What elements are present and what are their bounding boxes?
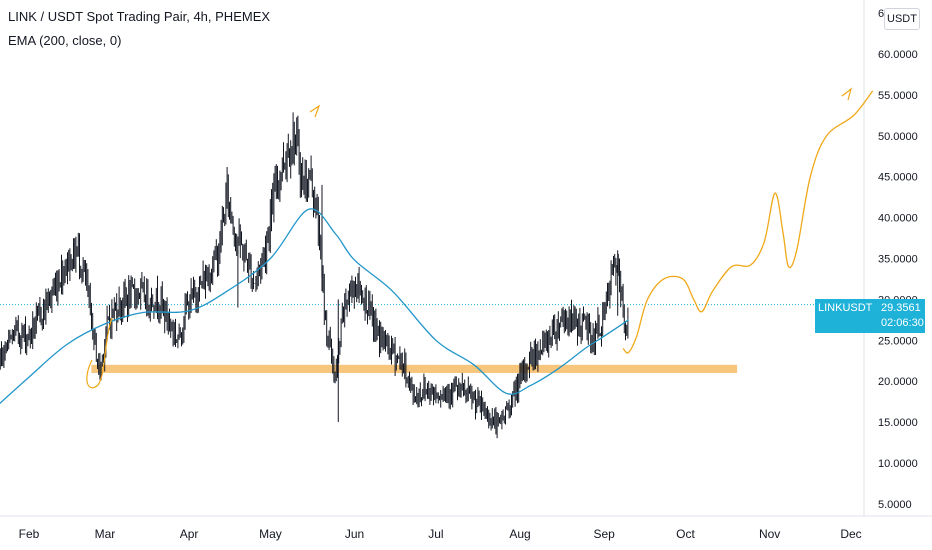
time-tick-label: May — [259, 527, 282, 541]
support-zone — [91, 364, 738, 373]
time-tick-label: Nov — [759, 527, 780, 541]
price-tick-label: 55.0000 — [878, 90, 918, 102]
time-tick-label: Sep — [593, 527, 615, 541]
time-tick-label: Mar — [95, 527, 116, 541]
price-tick-label: 45.0000 — [878, 172, 918, 184]
price-tick-label: 25.0000 — [878, 335, 918, 347]
price-tick-label: 15.0000 — [878, 417, 918, 429]
time-tick-label: Jun — [345, 527, 364, 541]
price-tick-label: 10.0000 — [878, 458, 918, 470]
ema-line — [0, 208, 629, 405]
chart-title: LINK / USDT Spot Trading Pair, 4h, PHEME… — [8, 9, 271, 24]
price-candles — [0, 112, 629, 439]
projection-arrowhead-dec — [841, 87, 853, 101]
time-tick-label: Apr — [180, 527, 199, 541]
last-price-value: 29.3561 — [881, 302, 921, 314]
bounce-stroke-march — [86, 317, 113, 389]
price-axis[interactable]: 5.000010.000015.000020.000025.000030.000… — [878, 8, 918, 511]
last-price-symbol: LINKUSDT — [818, 302, 873, 314]
price-tick-label: 40.0000 — [878, 213, 918, 225]
time-tick-label: Dec — [840, 527, 861, 541]
ema-indicator-label[interactable]: EMA (200, close, 0) — [8, 33, 122, 48]
bar-countdown: 02:06:30 — [881, 317, 924, 329]
time-tick-label: Feb — [19, 527, 40, 541]
price-tick-label: 50.0000 — [878, 131, 918, 143]
projection-path — [622, 90, 874, 354]
time-tick-label: Jul — [428, 527, 443, 541]
price-tick-label: 5.0000 — [878, 499, 912, 511]
time-tick-label: Aug — [509, 527, 530, 541]
price-tick-label: 35.0000 — [878, 254, 918, 266]
currency-unit-badge[interactable]: USDT — [884, 8, 920, 30]
last-price-label: LINKUSDT 29.3561 02:06:30 — [815, 299, 925, 333]
time-tick-label: Oct — [676, 527, 695, 541]
projection-arrowhead-may — [309, 104, 321, 118]
time-axis[interactable]: Feb Mar Apr May Jun Jul Aug Sep Oct Nov Dec — [19, 527, 862, 541]
price-tick-label: 20.0000 — [878, 376, 918, 388]
price-tick-label: 60.0000 — [878, 49, 918, 61]
